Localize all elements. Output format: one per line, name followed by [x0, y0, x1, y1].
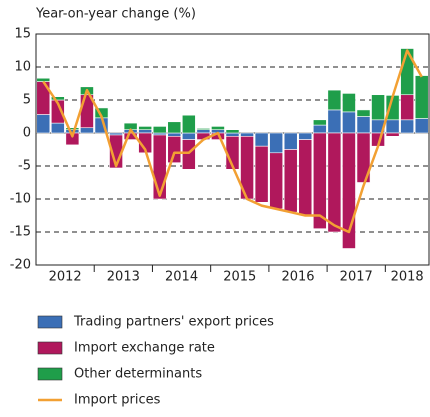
y-tick-label: -5 — [18, 159, 31, 174]
bar-segment — [138, 129, 153, 134]
bar-segment — [283, 132, 298, 150]
bar-segment — [181, 139, 196, 170]
line-series — [42, 49, 423, 234]
x-tick-label: 2018 — [391, 270, 424, 285]
bar-segment — [400, 48, 415, 96]
bar-segment — [371, 94, 385, 121]
bar-segment — [211, 126, 225, 131]
bar-segment — [167, 121, 182, 134]
x-tick-label: 2013 — [107, 270, 140, 285]
bar-segment — [269, 152, 284, 210]
bar-segment — [269, 132, 284, 154]
bar-segment — [36, 114, 51, 134]
bar-segment — [50, 122, 65, 134]
bar-segment — [167, 132, 182, 137]
bar-segment — [254, 132, 269, 147]
y-axis-title: Year-on-year change (%) — [35, 7, 196, 22]
plot-frame — [35, 33, 430, 266]
bar-segment — [342, 111, 356, 134]
bar-segment — [327, 132, 342, 233]
x-tick-label: 2012 — [49, 270, 82, 285]
x-tick-label: 2016 — [281, 270, 314, 285]
bar-segment — [181, 114, 196, 134]
y-tick-label: 0 — [23, 126, 31, 141]
bar-segment — [356, 109, 371, 117]
bar-segment — [152, 126, 167, 134]
bar-segment — [385, 119, 400, 134]
y-tick-label: -20 — [10, 258, 31, 273]
bar-segment — [400, 94, 415, 121]
bar-segment — [196, 129, 211, 134]
y-tick-label: 5 — [23, 93, 31, 108]
bar-segment — [152, 134, 167, 200]
bar-segment — [400, 119, 415, 134]
y-tick-label: -10 — [10, 192, 31, 207]
bar-segment — [65, 127, 80, 131]
bar-segment — [283, 149, 298, 213]
legend-label: Import prices — [74, 393, 161, 408]
bar-segment — [36, 77, 51, 82]
bar-segment — [312, 124, 327, 134]
bar-segment — [80, 127, 94, 134]
bar-segment — [181, 132, 196, 140]
legend-swatch — [37, 367, 63, 381]
bar-segment — [356, 116, 371, 134]
y-tick-label: 10 — [14, 60, 31, 75]
bar-segment — [50, 96, 65, 101]
x-tick-label: 2014 — [165, 270, 198, 285]
bar-segment — [240, 132, 254, 137]
legend-swatch — [37, 341, 63, 355]
legend-swatch — [37, 315, 63, 329]
bar-segment — [327, 89, 342, 111]
y-tick-label: 15 — [14, 27, 31, 42]
bar-segment — [312, 119, 327, 126]
bar-segment — [312, 132, 327, 229]
bar-segment — [225, 132, 240, 137]
bar-segment — [342, 93, 356, 113]
y-tick-label: -15 — [10, 225, 31, 240]
bar-segment — [138, 126, 153, 131]
legend-label: Trading partners' export prices — [73, 315, 274, 330]
bar-segment — [414, 118, 429, 134]
bar-segment — [167, 136, 182, 164]
bar-segment — [196, 128, 211, 131]
bar-segment — [298, 139, 313, 216]
x-tick-label: 2017 — [340, 270, 373, 285]
bar-segment — [298, 132, 313, 140]
legend-label: Import exchange rate — [74, 341, 215, 356]
bar-segment — [414, 75, 429, 119]
bar-segment — [225, 129, 240, 134]
x-tick-label: 2015 — [223, 270, 256, 285]
legend-label: Other determinants — [74, 367, 202, 382]
bar-segment — [254, 145, 269, 203]
bar-segment — [327, 109, 342, 134]
bar-segment — [385, 132, 400, 137]
